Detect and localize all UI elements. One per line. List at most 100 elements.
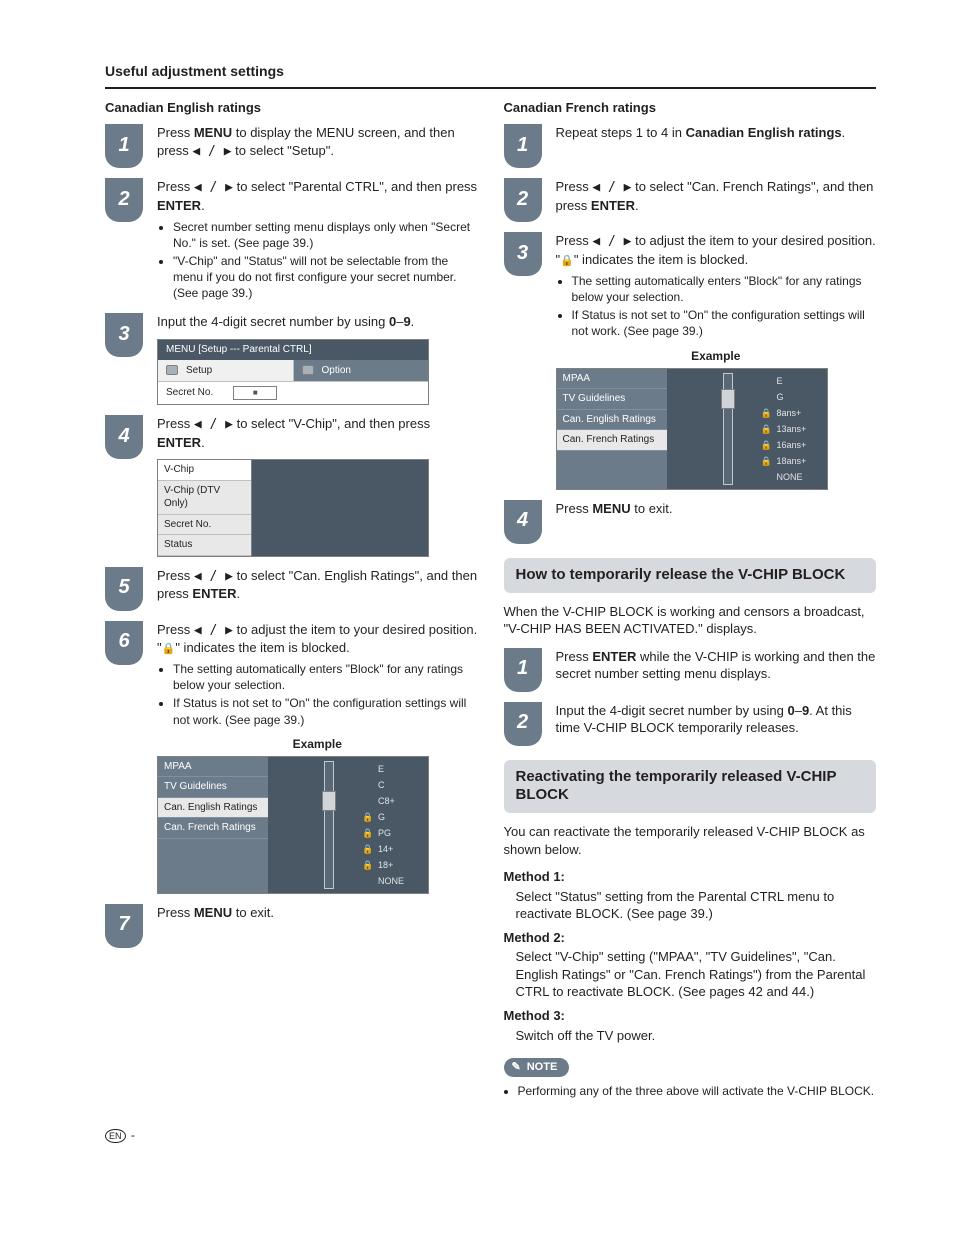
field-label: Secret No. bbox=[166, 386, 213, 400]
bold-ref: Canadian English ratings bbox=[686, 125, 842, 140]
bullet-list: The setting automatically enters "Block"… bbox=[173, 661, 478, 728]
text: Repeat steps 1 to 4 in bbox=[556, 125, 686, 140]
bullet: Secret number setting menu displays only… bbox=[173, 219, 478, 251]
ratings-panel: EG🔒8ans+🔒13ans+🔒16ans+🔒18ans+NONE bbox=[667, 369, 827, 489]
lock-icon: 🔒 bbox=[362, 843, 372, 855]
rating-label: 8ans+ bbox=[777, 407, 817, 419]
left-column: Canadian English ratings 1 Press MENU to… bbox=[105, 99, 478, 1099]
text: to exit. bbox=[232, 905, 274, 920]
rating-row: NONE bbox=[268, 873, 428, 889]
step-body: Press ◀ / ▶ to select "Can. English Rati… bbox=[157, 567, 478, 603]
rating-row: 🔒18ans+ bbox=[667, 453, 827, 469]
text: Press bbox=[157, 416, 194, 431]
text: Press bbox=[157, 179, 194, 194]
rating-row: 🔒16ans+ bbox=[667, 437, 827, 453]
example-label: Example bbox=[157, 736, 478, 752]
rating-category: Can. English Ratings bbox=[158, 798, 268, 819]
text: Press bbox=[157, 622, 194, 637]
ratings-panel: ECC8+🔒G🔒PG🔒14+🔒18+NONE bbox=[268, 757, 428, 893]
lock-icon: 🔒 bbox=[362, 811, 372, 823]
text: Input the 4-digit secret number by using bbox=[157, 314, 389, 329]
step-row: 2 Press ◀ / ▶ to select "Parental CTRL",… bbox=[105, 178, 478, 303]
bullet: The setting automatically enters "Block"… bbox=[173, 661, 478, 693]
section-headline: Useful adjustment settings bbox=[105, 62, 876, 89]
step-row: 2 Press ◀ / ▶ to select "Can. French Rat… bbox=[504, 178, 877, 222]
lang-badge: EN bbox=[105, 1129, 126, 1143]
rating-category: Can. French Ratings bbox=[158, 818, 268, 839]
text: . bbox=[635, 198, 639, 213]
arrow-icon: ◀ / ▶ bbox=[592, 180, 631, 195]
step-body: Press MENU to exit. bbox=[556, 500, 877, 518]
menu-tab-setup: Setup bbox=[158, 360, 294, 382]
menu-tab-option: Option bbox=[294, 360, 429, 382]
example-label: Example bbox=[556, 348, 877, 364]
step-row: 5 Press ◀ / ▶ to select "Can. English Ra… bbox=[105, 567, 478, 611]
slider-track bbox=[324, 761, 334, 889]
arrow-icon: ◀ / ▶ bbox=[592, 234, 631, 249]
key-name: ENTER bbox=[592, 649, 636, 664]
rating-category: Can. French Ratings bbox=[557, 430, 667, 451]
key-name: ENTER bbox=[157, 435, 201, 450]
step-body: Press ◀ / ▶ to select "Can. French Ratin… bbox=[556, 178, 877, 214]
ratings-categories: MPAATV GuidelinesCan. English RatingsCan… bbox=[158, 757, 268, 893]
vchip-screenshot: V-ChipV-Chip (DTV Only)Secret No.Status bbox=[157, 459, 429, 557]
rating-category: MPAA bbox=[158, 757, 268, 778]
step-row: 3 Press ◀ / ▶ to adjust the item to your… bbox=[504, 232, 877, 489]
arrow-icon: ◀ / ▶ bbox=[194, 623, 233, 638]
lock-icon: 🔒 bbox=[162, 643, 176, 655]
text: Press bbox=[157, 905, 194, 920]
lock-icon: 🔒 bbox=[362, 827, 372, 839]
arrow-icon: ◀ / ▶ bbox=[194, 569, 233, 584]
two-column-layout: Canadian English ratings 1 Press MENU to… bbox=[105, 99, 876, 1099]
rating-row: NONE bbox=[667, 469, 827, 485]
step-row: 3 Input the 4-digit secret number by usi… bbox=[105, 313, 478, 405]
key-name: MENU bbox=[194, 125, 232, 140]
rating-label: PG bbox=[378, 827, 418, 839]
rating-label: G bbox=[777, 391, 817, 403]
bullet: Performing any of the three above will a… bbox=[518, 1083, 877, 1099]
step-body: Press MENU to exit. bbox=[157, 904, 478, 922]
vchip-panel bbox=[252, 460, 428, 556]
setup-icon bbox=[166, 365, 178, 375]
text: to exit. bbox=[631, 501, 673, 516]
key-name: ENTER bbox=[192, 586, 236, 601]
ratings-screenshot: MPAATV GuidelinesCan. English RatingsCan… bbox=[157, 756, 429, 894]
step-row: 4 Press MENU to exit. bbox=[504, 500, 877, 544]
vchip-list-item: Status bbox=[158, 535, 251, 556]
bullet: "V-Chip" and "Status" will not be select… bbox=[173, 253, 478, 302]
rating-row: 🔒14+ bbox=[268, 841, 428, 857]
text: to select "Setup". bbox=[232, 143, 334, 158]
lock-icon: 🔒 bbox=[761, 455, 771, 467]
rating-label: E bbox=[378, 763, 418, 775]
lock-icon: 🔒 bbox=[560, 255, 574, 267]
gray-heading-reactivate: Reactivating the temporarily released V-… bbox=[504, 760, 877, 814]
text: . bbox=[201, 198, 205, 213]
method-body: Switch off the TV power. bbox=[516, 1027, 877, 1045]
method-body: Select "V-Chip" setting ("MPAA", "TV Gui… bbox=[516, 948, 877, 1001]
rating-row: 🔒 PG bbox=[268, 825, 428, 841]
step-body: Press ENTER while the V-CHIP is working … bbox=[556, 648, 877, 683]
text: – bbox=[795, 703, 802, 718]
step-row: 1 Repeat steps 1 to 4 in Canadian Englis… bbox=[504, 124, 877, 168]
step-number: 3 bbox=[105, 313, 143, 357]
step-number: 7 bbox=[105, 904, 143, 948]
lock-icon: 🔒 bbox=[761, 423, 771, 435]
vchip-list-item: V-Chip bbox=[158, 460, 251, 481]
lock-icon: 🔒 bbox=[761, 407, 771, 419]
text: Input the 4-digit secret number by using bbox=[556, 703, 788, 718]
text: . bbox=[842, 125, 846, 140]
arrow-icon: ◀ / ▶ bbox=[192, 144, 231, 159]
rating-category: MPAA bbox=[557, 369, 667, 390]
key-name: ENTER bbox=[157, 198, 201, 213]
note-list: Performing any of the three above will a… bbox=[518, 1083, 877, 1099]
right-column: Canadian French ratings 1 Repeat steps 1… bbox=[504, 99, 877, 1099]
rating-row: 🔒13ans+ bbox=[667, 421, 827, 437]
key-name: 9 bbox=[403, 314, 410, 329]
text: . bbox=[201, 435, 205, 450]
rating-row: 🔒 8ans+ bbox=[667, 405, 827, 421]
text: Press bbox=[556, 179, 593, 194]
step-body: Press ◀ / ▶ to adjust the item to your d… bbox=[556, 232, 877, 489]
slider-thumb bbox=[721, 389, 735, 409]
step-number: 1 bbox=[504, 124, 542, 168]
gray-heading-release: How to temporarily release the V-CHIP BL… bbox=[504, 558, 877, 593]
